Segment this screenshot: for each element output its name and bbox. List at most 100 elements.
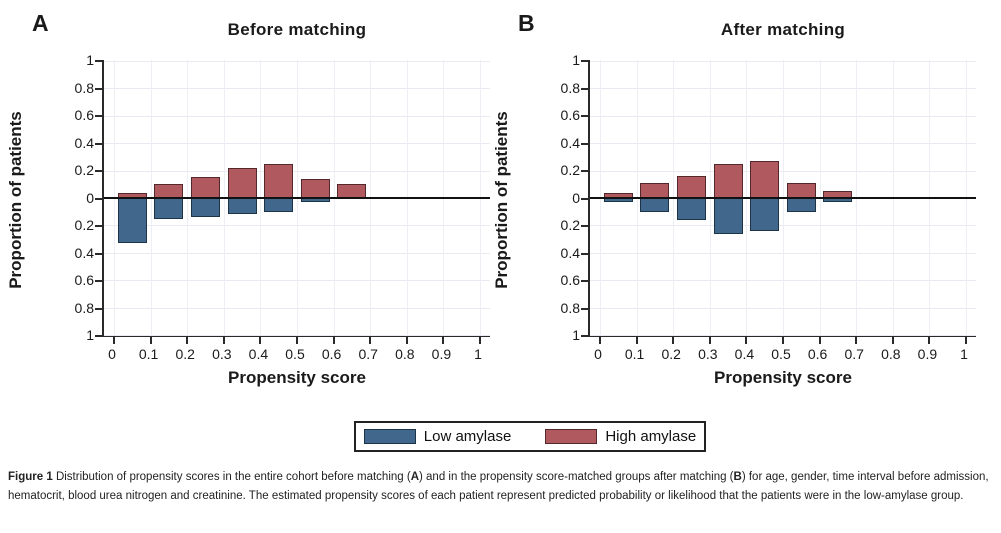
figure-caption: Figure 1 Distribution of propensity scor… (8, 468, 996, 505)
x-axis-tick-label: 0.5 (285, 346, 305, 362)
y-tick-mark (95, 87, 102, 90)
bar-high-amylase (713, 163, 743, 198)
y-tick-mark (95, 60, 102, 62)
x-axis-tick-label: 0.3 (698, 346, 718, 362)
x-tick-mark (635, 337, 638, 344)
plot-area (95, 60, 490, 344)
y-axis-tick-label: 0.4 (74, 244, 94, 261)
bar-low-amylase (154, 198, 184, 219)
x-axis-tick-label: 0 (594, 346, 602, 362)
legend-item: High amylase (545, 428, 696, 445)
x-tick-mark (855, 337, 858, 344)
x-tick-mark (782, 337, 784, 344)
y-tick-mark (581, 115, 588, 117)
y-axis-tick-label: 0.4 (560, 134, 580, 151)
bar-low-amylase (191, 198, 220, 218)
x-axis-tick-label: 0.7 (844, 346, 864, 362)
x-axis-tick-label: 0.1 (138, 346, 159, 362)
y-tick-mark (95, 197, 102, 200)
x-tick-mark (928, 337, 931, 344)
bar-high-amylase (786, 182, 816, 198)
bar-low-amylase (300, 198, 330, 203)
x-tick-mark (708, 337, 711, 344)
y-axis-tick-label: 0.2 (74, 217, 94, 233)
y-axis-tick-label: 1 (86, 327, 94, 343)
y-axis-tick-label: 0.4 (74, 134, 94, 151)
legend-item: Low amylase (363, 428, 512, 445)
bar-high-amylase (264, 163, 294, 198)
y-tick-mark (95, 280, 102, 282)
bar-high-amylase (640, 182, 670, 198)
bar-low-amylase (227, 198, 257, 215)
bar-low-amylase (603, 198, 633, 203)
x-axis-label: Propensity score (228, 368, 366, 387)
x-axis-tick-label: 0.5 (771, 346, 791, 362)
x-axis-tick-label: 0 (108, 346, 116, 362)
y-tick-mark (581, 335, 588, 337)
bar-high-amylase (337, 184, 367, 198)
y-axis-tick-label: 0.6 (560, 107, 580, 123)
caption-bold-segment: B (733, 471, 742, 483)
x-tick-mark (149, 337, 152, 344)
x-axis-tick-label: 0.9 (431, 346, 452, 362)
bar-low-amylase (117, 198, 147, 244)
caption-text-segment: ) and in the propensity score-matched gr… (419, 471, 734, 483)
bar-low-amylase (264, 198, 294, 212)
y-tick-mark (95, 170, 102, 172)
y-tick-mark (581, 225, 588, 227)
panel-before-matching: A Before matching Proportion of patients… (2, 0, 492, 410)
x-axis-tick-label: 0.8 (881, 346, 901, 362)
x-axis-tick-label: 0.3 (212, 346, 232, 362)
bar-low-amylase (677, 198, 706, 220)
x-axis-tick-label: 0.8 (395, 346, 415, 362)
bar-low-amylase (713, 198, 743, 234)
y-axis-tick-label: 0.8 (560, 79, 580, 96)
x-tick-mark (369, 337, 372, 344)
y-axis-tick-label: 0.4 (560, 244, 580, 261)
caption-text-segment: Distribution of propensity scores in the… (55, 471, 411, 483)
x-axis-tick-label: 1 (474, 346, 482, 362)
x-tick-mark (332, 337, 335, 344)
x-tick-mark (818, 337, 821, 344)
x-tick-mark (113, 337, 115, 344)
y-axis-label: Proportion of patients (6, 111, 25, 289)
y-axis-tick-label: 0.8 (74, 299, 94, 316)
y-axis-tick-label: 1 (86, 52, 94, 68)
y-tick-mark (581, 170, 588, 172)
legend-swatch (545, 429, 598, 444)
bar-high-amylase (677, 176, 706, 198)
y-tick-mark (581, 87, 588, 90)
y-tick-mark (95, 142, 102, 145)
caption-bold-segment: A (410, 471, 420, 483)
y-tick-mark (95, 335, 102, 337)
y-axis-tick-label: 0.6 (560, 272, 580, 288)
y-axis-tick-label: 1 (572, 52, 580, 68)
x-axis-tick-label: 0.2 (661, 346, 681, 362)
zero-axis-line (104, 197, 490, 199)
chart-title: Before matching (227, 20, 367, 39)
panel-after-matching: B After matching Proportion of patients … (488, 0, 978, 410)
y-axis-tick-label: 0 (86, 189, 94, 206)
y-tick-mark (95, 115, 102, 117)
x-tick-mark (296, 337, 298, 344)
y-axis-tick-label: 0.2 (560, 217, 580, 233)
bar-low-amylase (750, 198, 780, 231)
x-tick-mark (222, 337, 225, 344)
x-tick-mark (891, 337, 894, 344)
caption-bold-segment: Figure 1 (8, 471, 56, 483)
bar-high-amylase (191, 177, 220, 198)
bar-low-amylase (640, 198, 670, 212)
y-axis-tick-label: 0.2 (74, 162, 94, 178)
chart-title: After matching (720, 20, 846, 39)
legend-label: Low amylase (423, 428, 512, 445)
y-axis-tick-label: 0.2 (560, 162, 580, 178)
x-tick-mark (965, 337, 967, 344)
legend: Low amylase High amylase (354, 421, 706, 452)
zero-axis-line (590, 197, 976, 199)
y-tick-mark (581, 280, 588, 282)
y-tick-mark (581, 60, 588, 62)
legend-label: High amylase (605, 428, 697, 445)
bar-high-amylase (300, 178, 330, 198)
x-axis-tick-label: 0.4 (734, 346, 755, 362)
